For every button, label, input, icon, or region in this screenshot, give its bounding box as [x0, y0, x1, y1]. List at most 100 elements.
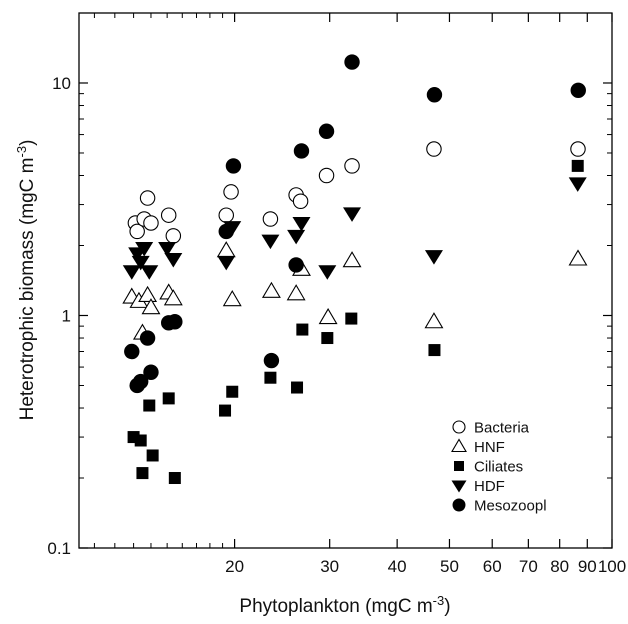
- y-tick-label: 1: [62, 306, 71, 325]
- bacteria-point: [426, 141, 442, 157]
- hdf-point: [135, 242, 154, 257]
- x-tick-label: 70: [519, 557, 538, 576]
- hdf-point: [292, 216, 311, 232]
- hnf-point: [424, 312, 444, 329]
- y-tick-label: 10: [52, 74, 71, 93]
- mesozoopl-point: [167, 314, 183, 330]
- bacteria-point: [223, 184, 239, 200]
- ciliates-point: [226, 385, 239, 398]
- series-bacteria: [127, 141, 586, 244]
- ciliates-point: [296, 323, 309, 336]
- x-tick-label: 20: [225, 557, 244, 576]
- series-ciliates: [127, 159, 584, 485]
- hnf-point: [138, 285, 158, 302]
- bacteria-point: [262, 211, 279, 227]
- y-tick-label: 0.1: [47, 539, 71, 558]
- mesozoopl-point: [318, 123, 335, 139]
- legend-label-ciliates: Ciliates: [474, 459, 523, 476]
- legend-marker-hnf: [451, 438, 467, 453]
- hdf-point: [164, 252, 183, 268]
- legend-marker-hdf: [451, 480, 467, 493]
- mesozoopl-point: [288, 257, 304, 273]
- ciliates-point: [136, 467, 149, 480]
- legend-marker-ciliates: [454, 461, 464, 471]
- bacteria-point: [143, 215, 159, 231]
- mesozoopl-point: [218, 223, 234, 240]
- x-tick-label: 50: [440, 557, 459, 576]
- hdf-point: [217, 255, 236, 271]
- mesozoopl-point: [263, 352, 280, 369]
- plot-frame: [78, 12, 613, 549]
- ciliates-point: [345, 312, 358, 325]
- hnf-point: [163, 289, 183, 306]
- hnf-point: [568, 249, 588, 266]
- hnf-point: [318, 307, 338, 325]
- hdf-point: [131, 255, 150, 271]
- hdf-point: [424, 250, 443, 265]
- ciliates-point: [146, 449, 159, 462]
- legend-marker-bacteria: [452, 420, 466, 434]
- bacteria-point: [292, 193, 309, 210]
- legend-marker-mesozoopl: [452, 498, 466, 512]
- mesozoopl-point: [570, 82, 586, 99]
- hdf-point: [158, 242, 177, 257]
- ciliates-point: [291, 381, 304, 394]
- series-hnf: [122, 241, 588, 340]
- bacteria-point: [570, 141, 586, 157]
- bacteria-point: [129, 223, 145, 240]
- hnf-point: [222, 290, 242, 307]
- x-tick-label: 30: [320, 557, 339, 576]
- mesozoopl-point: [143, 364, 159, 380]
- hdf-point: [122, 265, 141, 280]
- data-points: [122, 54, 588, 485]
- x-tick-label: 80: [550, 557, 569, 576]
- legend-label-bacteria: Bacteria: [474, 420, 530, 437]
- bacteria-point: [344, 158, 360, 174]
- hdf-point: [318, 265, 337, 280]
- legend-label-hnf: HNF: [474, 439, 505, 456]
- mesozoopl-point: [225, 158, 242, 174]
- x-tick-label: 100: [598, 557, 626, 576]
- hdf-point: [568, 177, 587, 192]
- mesozoopl-point: [124, 343, 140, 360]
- mesozoopl-point: [293, 143, 310, 159]
- hdf-point: [343, 207, 362, 222]
- legend-label-hdf: HDF: [474, 478, 505, 495]
- bacteria-point: [139, 190, 156, 206]
- ciliates-point: [264, 371, 277, 384]
- ciliates-point: [428, 344, 441, 357]
- hnf-point: [261, 281, 281, 298]
- ciliates-point: [168, 472, 181, 485]
- x-tick-label: 40: [388, 557, 407, 576]
- axis-ticks: 20 30 40 50 60 70 80 90 100 0.1 1 10: [47, 12, 626, 576]
- mesozoopl-point: [139, 330, 156, 346]
- ciliates-point: [134, 434, 147, 447]
- y-axis-label: Heterotrophic biomass (mgC m-3): [14, 140, 38, 421]
- x-tick-label: 60: [483, 557, 502, 576]
- hnf-point: [286, 284, 306, 301]
- hdf-point: [261, 234, 280, 250]
- ciliates-point: [321, 332, 334, 345]
- x-axis-label: Phytoplankton (mgC m-3): [239, 593, 450, 617]
- hnf-point: [342, 251, 362, 268]
- hdf-point: [287, 229, 306, 245]
- mesozoopl-point: [344, 54, 360, 70]
- hdf-point: [140, 265, 159, 280]
- legend: Bacteria HNF Ciliates HDF Mesozoopl: [451, 420, 547, 515]
- ciliates-point: [162, 392, 175, 405]
- bacteria-point: [165, 228, 182, 244]
- ciliates-point: [571, 159, 584, 172]
- ciliates-point: [219, 404, 232, 417]
- series-hdf: [122, 177, 587, 280]
- bacteria-point: [160, 207, 177, 223]
- x-tick-label: 90: [578, 557, 597, 576]
- hnf-point: [141, 298, 161, 315]
- mesozoopl-point: [132, 373, 149, 390]
- ciliates-point: [143, 399, 156, 412]
- bacteria-point: [218, 207, 235, 223]
- bacteria-point: [318, 167, 335, 184]
- legend-label-mesozoopl: Mesozoopl: [474, 498, 547, 515]
- series-mesozoopl: [124, 54, 586, 394]
